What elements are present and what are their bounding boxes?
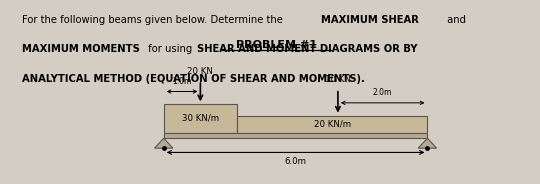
Text: 2.0m: 2.0m: [373, 88, 393, 97]
Bar: [164, 133, 428, 138]
Text: 20 KN/m: 20 KN/m: [314, 120, 351, 129]
Text: 10 KN: 10 KN: [325, 75, 351, 84]
Text: and: and: [444, 15, 466, 25]
Text: MAXIMUM MOMENTS: MAXIMUM MOMENTS: [22, 44, 139, 54]
Text: PROBLEM #1: PROBLEM #1: [237, 40, 318, 50]
Text: SHEAR AND MOMENT DIAGRAMS OR BY: SHEAR AND MOMENT DIAGRAMS OR BY: [197, 44, 417, 54]
Text: 6.0m: 6.0m: [285, 157, 307, 166]
Text: 1.0m: 1.0m: [172, 77, 192, 86]
Text: MAXIMUM SHEAR: MAXIMUM SHEAR: [321, 15, 419, 25]
Text: For the following beams given below. Determine the: For the following beams given below. Det…: [22, 15, 286, 25]
Polygon shape: [154, 138, 173, 148]
Polygon shape: [418, 138, 437, 148]
Text: 20 KN: 20 KN: [187, 67, 213, 76]
Text: 30 KN/m: 30 KN/m: [182, 114, 219, 123]
Text: ANALYTICAL METHOD (EQUATION OF SHEAR AND MOMENTS).: ANALYTICAL METHOD (EQUATION OF SHEAR AND…: [22, 74, 364, 84]
Bar: [237, 116, 428, 133]
Bar: [164, 104, 237, 133]
Text: for using: for using: [145, 44, 195, 54]
